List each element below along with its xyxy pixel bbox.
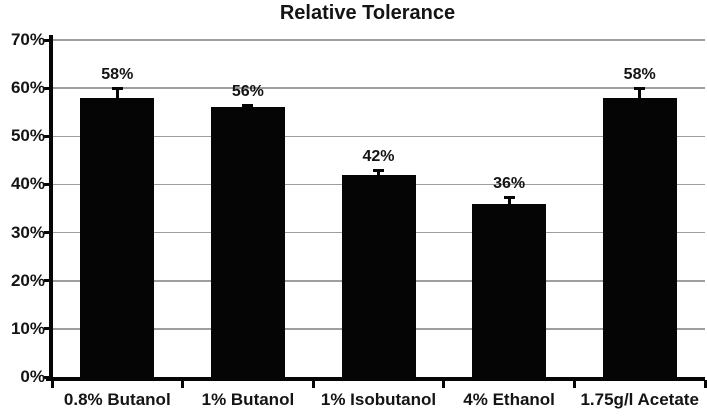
y-axis-label-10: 10% [10, 318, 45, 338]
error-bar-stem-3 [377, 170, 380, 176]
y-axis-label-70: 70% [10, 30, 45, 49]
x-axis-tick-4 [572, 380, 576, 388]
bar-2 [210, 107, 285, 377]
bar-5 [602, 97, 677, 377]
plot-area: 58% 56% 42% 36% 58% [52, 39, 705, 377]
y-axis-label-20: 20% [10, 270, 45, 290]
y-axis-label-50: 50% [10, 126, 45, 146]
gridline-60 [52, 87, 705, 89]
y-axis-tick-50 [44, 134, 53, 138]
y-axis-line [49, 35, 53, 380]
value-label-3: 42% [362, 148, 395, 165]
gridline-70 [52, 39, 705, 41]
category-label-1: 0.8% Butanol [63, 390, 171, 409]
y-axis-tick-0 [44, 375, 53, 379]
y-axis-label-60: 60% [10, 78, 45, 98]
value-label-4: 36% [493, 174, 526, 192]
y-axis-label-0: 0% [20, 367, 45, 386]
bar-4 [472, 203, 547, 377]
y-axis-tick-40 [44, 182, 53, 186]
value-label-5: 58% [623, 66, 656, 84]
bar-3 [341, 174, 416, 377]
bar-1 [80, 97, 155, 377]
error-bar-stem-1 [115, 88, 119, 99]
error-bar-cap-2 [242, 104, 254, 107]
gridline-50 [52, 135, 705, 137]
y-axis-label-40: 40% [10, 174, 45, 194]
category-label-3: 1% Isobutanol [320, 390, 437, 409]
x-axis-line [46, 377, 705, 381]
x-axis-tick-2 [311, 380, 315, 388]
x-axis-tick-3 [442, 380, 446, 388]
x-axis-tick-0 [50, 380, 54, 388]
value-label-2: 56% [231, 83, 264, 100]
y-axis-label-30: 30% [10, 222, 45, 242]
error-bar-cap-1 [111, 87, 123, 91]
y-axis-tick-20 [44, 279, 53, 283]
category-label-4: 4% Ethanol [463, 390, 555, 409]
value-label-1: 58% [101, 66, 134, 84]
y-axis-tick-60 [44, 86, 53, 90]
error-bar-stem-4 [507, 196, 511, 205]
y-axis-tick-10 [44, 327, 53, 331]
error-bar-cap-5 [634, 87, 646, 91]
error-bar-stem-5 [638, 88, 642, 99]
error-bar-cap-4 [503, 195, 515, 199]
y-axis-tick-30 [44, 231, 53, 235]
category-label-5: 1.75g/l Acetate [580, 390, 699, 409]
chart-title: Relative Tolerance [279, 2, 456, 24]
x-axis-tick-1 [181, 380, 185, 388]
category-label-2: 1% Butanol [201, 390, 295, 409]
y-axis-tick-70 [44, 38, 53, 42]
error-bar-cap-3 [373, 169, 384, 172]
x-axis-tick-5 [703, 380, 707, 388]
